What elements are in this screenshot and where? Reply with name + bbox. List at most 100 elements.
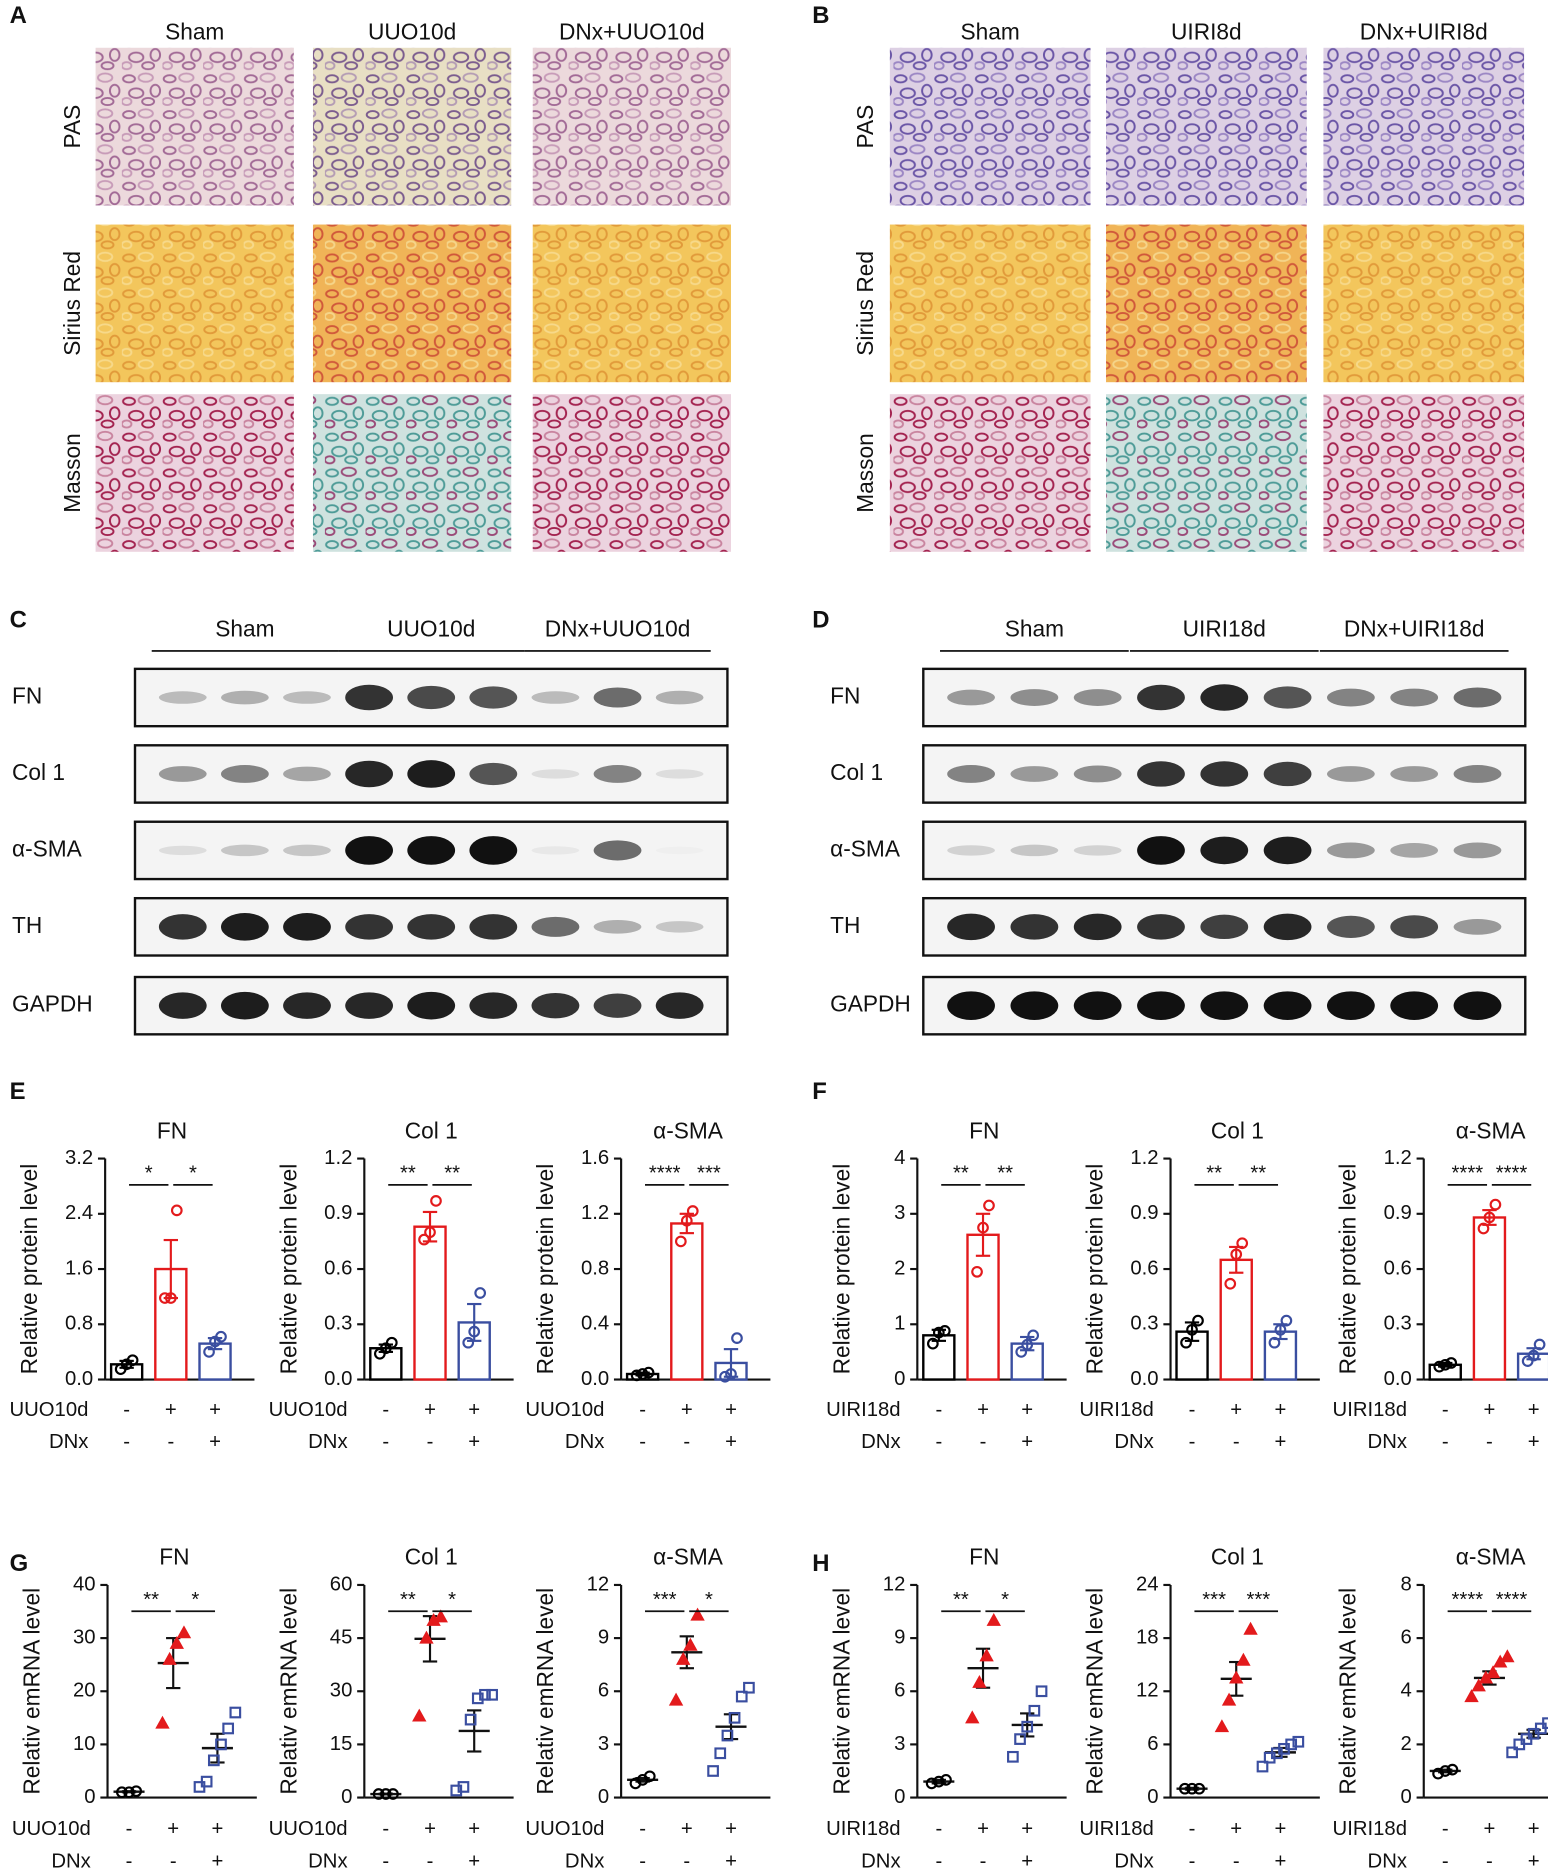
condition-mark: + — [468, 1818, 480, 1840]
data-point — [643, 1770, 656, 1783]
condition-mark: + — [1230, 1818, 1242, 1840]
data-point — [986, 1612, 1001, 1626]
blot-band — [469, 914, 518, 940]
data-point — [373, 1347, 386, 1360]
y-tick-label: 0.3 — [1384, 1313, 1412, 1335]
data-point — [1014, 1733, 1026, 1745]
data-point — [1477, 1222, 1490, 1235]
blot-band — [531, 916, 580, 937]
data-point — [116, 1786, 128, 1799]
data-point — [636, 1368, 649, 1380]
blot-band — [1453, 842, 1502, 859]
y-tick-label: 6 — [894, 1680, 905, 1702]
y-tick-label: 0.3 — [324, 1313, 352, 1335]
significance-label: ** — [1206, 1162, 1222, 1184]
y-tick-label: 1.2 — [581, 1202, 609, 1224]
histology-image — [889, 394, 1091, 552]
significance-label: ** — [143, 1589, 159, 1611]
data-point — [215, 1330, 227, 1343]
blot-band — [1137, 761, 1185, 787]
data-point — [927, 1337, 939, 1350]
histology-image — [532, 394, 732, 552]
condition-name: DNx — [51, 1850, 90, 1872]
histology-image — [312, 224, 512, 383]
condition-mark: - — [123, 1431, 130, 1453]
y-tick-label: 30 — [330, 1680, 353, 1702]
blot-band — [283, 913, 331, 941]
blot-band — [1327, 688, 1375, 707]
blot-band — [1263, 686, 1312, 709]
data-point — [1221, 1692, 1237, 1706]
data-point — [707, 1765, 719, 1777]
y-tick-label: 1.2 — [1130, 1147, 1158, 1169]
condition-mark: + — [725, 1850, 737, 1872]
condition-mark: + — [165, 1399, 177, 1421]
row-label: Masson — [59, 433, 85, 512]
data-point — [714, 1747, 727, 1760]
condition-mark: - — [427, 1431, 434, 1453]
data-point — [1236, 1652, 1251, 1666]
blot-label: α-SMA — [830, 835, 901, 861]
condition-name: UUO10d — [9, 1399, 88, 1421]
condition-mark: - — [123, 1399, 130, 1421]
blot-band — [1390, 766, 1439, 782]
data-point — [1439, 1358, 1452, 1371]
blot-band — [655, 921, 704, 933]
condition-name: DNx — [308, 1850, 347, 1872]
blot-band — [1010, 991, 1059, 1021]
y-tick-label: 12 — [883, 1573, 906, 1595]
blot-band — [1200, 684, 1249, 711]
blot-band — [1137, 991, 1185, 1021]
data-point — [731, 1332, 743, 1344]
group-label: Sham — [215, 616, 274, 642]
data-point — [419, 1630, 434, 1644]
y-axis-label: Relative protein level — [275, 1164, 301, 1375]
y-tick-label: 18 — [1136, 1626, 1159, 1648]
chart-title: α-SMA — [653, 1117, 724, 1143]
chart-title: Col 1 — [1211, 1117, 1264, 1143]
row-label: Sirius Red — [59, 251, 85, 356]
data-point — [1432, 1767, 1444, 1780]
y-tick-label: 4 — [1401, 1680, 1412, 1702]
condition-name: UUO10d — [525, 1399, 604, 1421]
blot-band — [1327, 842, 1375, 859]
histology-image — [95, 394, 294, 552]
blot-band — [1200, 914, 1249, 940]
condition-mark: - — [1442, 1850, 1449, 1872]
blot-band — [1390, 688, 1439, 707]
data-point — [464, 1713, 477, 1726]
histology-image — [1106, 47, 1307, 206]
y-tick-label: 60 — [330, 1573, 353, 1595]
significance-label: * — [705, 1589, 713, 1611]
blot-band — [1263, 836, 1312, 865]
y-tick-label: 9 — [598, 1626, 609, 1648]
blot-band — [345, 684, 393, 711]
condition-mark: + — [1528, 1399, 1540, 1421]
condition-mark: + — [1528, 1818, 1540, 1840]
significance-label: * — [1001, 1589, 1009, 1611]
y-tick-label: 3 — [598, 1733, 609, 1755]
blot-band — [531, 992, 580, 1019]
y-tick-label: 1.6 — [581, 1147, 609, 1169]
blot-band — [220, 765, 269, 783]
y-tick-label: 0.8 — [581, 1257, 609, 1279]
blot-band — [947, 845, 995, 856]
histology-image — [889, 224, 1091, 383]
histology-image — [1323, 224, 1525, 383]
condition-mark: - — [167, 1431, 174, 1453]
blot-band — [1390, 843, 1439, 858]
chart-title: α-SMA — [1456, 1544, 1527, 1570]
y-tick-label: 2.4 — [65, 1202, 93, 1224]
significance-label: *** — [697, 1162, 721, 1184]
condition-mark: + — [977, 1399, 989, 1421]
y-tick-label: 1.2 — [1384, 1147, 1412, 1169]
blot-band — [345, 760, 393, 788]
blot-band — [1390, 915, 1439, 939]
data-point — [721, 1729, 734, 1742]
panel-letter: B — [812, 2, 829, 29]
histology-image — [312, 394, 512, 552]
condition-mark: + — [468, 1850, 480, 1872]
blot-band — [1453, 765, 1502, 783]
blot-band — [1137, 684, 1185, 711]
condition-mark: + — [1021, 1431, 1033, 1453]
